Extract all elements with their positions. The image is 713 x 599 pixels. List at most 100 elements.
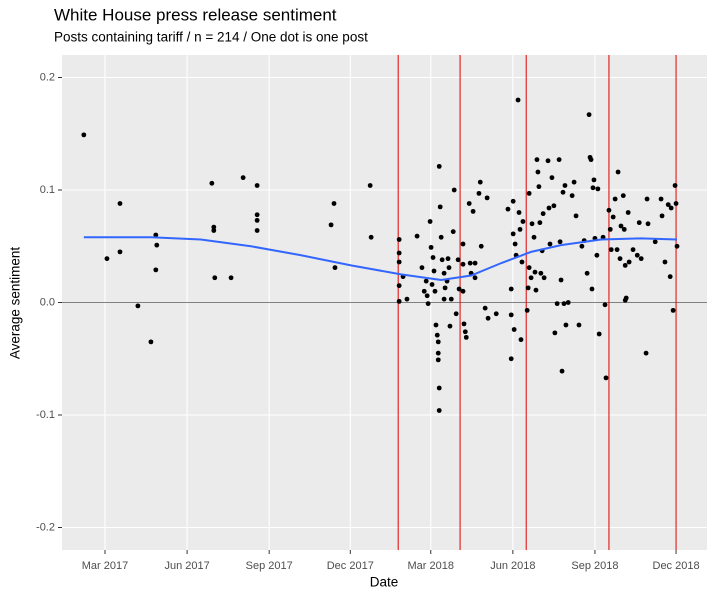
point [547, 241, 553, 247]
point [541, 275, 547, 281]
point [602, 302, 608, 308]
point [565, 300, 571, 305]
point [254, 183, 260, 188]
point [644, 196, 650, 202]
point [482, 305, 488, 311]
point [638, 256, 644, 262]
point [662, 259, 668, 265]
point [431, 268, 437, 274]
y-tick-label: -0.2 [36, 521, 55, 533]
point [636, 220, 642, 226]
point [453, 311, 459, 317]
point [573, 213, 579, 219]
point [135, 303, 141, 309]
point [518, 337, 524, 343]
point [446, 265, 452, 271]
point [153, 232, 159, 238]
point [538, 270, 544, 276]
x-tick-label: Mar 2018 [408, 560, 454, 572]
point [470, 208, 476, 214]
point [428, 244, 434, 250]
point [596, 331, 602, 337]
y-tick-label: 0.0 [40, 296, 55, 308]
point [438, 234, 444, 240]
point [478, 243, 484, 249]
point [472, 260, 478, 266]
point [618, 223, 624, 229]
point [460, 261, 466, 267]
point [436, 385, 442, 391]
y-tick-label: 0.1 [40, 184, 55, 196]
point [659, 213, 665, 219]
x-tick-label: Mar 2017 [82, 560, 128, 572]
point [614, 247, 620, 253]
point [432, 288, 438, 294]
point [529, 221, 535, 227]
point [430, 255, 436, 260]
point [441, 296, 447, 302]
point [424, 293, 430, 299]
point [331, 201, 337, 206]
point [472, 275, 478, 281]
point [591, 177, 597, 183]
point [508, 356, 514, 362]
point [485, 315, 491, 321]
point [536, 184, 542, 190]
point [451, 187, 457, 193]
y-axis-title: Average sentiment [8, 247, 23, 360]
point [510, 198, 516, 204]
point [634, 252, 640, 258]
x-tick-label: Jun 2018 [490, 560, 535, 572]
point [526, 265, 532, 271]
point [148, 339, 154, 345]
point [439, 257, 445, 263]
point [460, 288, 466, 294]
point [421, 288, 427, 294]
point [551, 203, 557, 209]
point [652, 239, 658, 245]
point [396, 250, 402, 256]
point [621, 226, 627, 232]
point [579, 243, 585, 249]
point [435, 339, 441, 345]
point [419, 265, 425, 271]
point [520, 219, 526, 224]
point [447, 323, 453, 329]
point [456, 286, 462, 292]
point [519, 259, 525, 265]
point [396, 237, 402, 242]
point [476, 190, 482, 196]
point [445, 256, 451, 262]
point [525, 285, 531, 291]
point [531, 234, 537, 240]
point [510, 231, 516, 237]
point [425, 301, 431, 307]
point [332, 265, 338, 271]
point [537, 220, 543, 226]
point [643, 350, 649, 356]
point [433, 322, 439, 328]
point [589, 286, 595, 292]
point [606, 207, 612, 213]
point [508, 286, 514, 292]
point [561, 301, 567, 307]
point [117, 249, 123, 255]
point [623, 295, 629, 301]
point [532, 269, 538, 275]
point [612, 196, 618, 202]
point [559, 368, 565, 374]
point [460, 241, 466, 247]
point [450, 229, 456, 235]
point [436, 163, 442, 169]
chart-subtitle: Posts containing tariff / n = 214 / One … [54, 30, 368, 45]
x-tick-label: Sep 2018 [571, 560, 618, 572]
point [576, 322, 582, 328]
x-tick-label: Sep 2017 [246, 560, 293, 572]
point [562, 183, 568, 188]
point [228, 275, 234, 281]
point [404, 296, 410, 302]
point [665, 202, 671, 208]
point [461, 321, 467, 327]
point [211, 224, 217, 230]
point [463, 334, 469, 340]
